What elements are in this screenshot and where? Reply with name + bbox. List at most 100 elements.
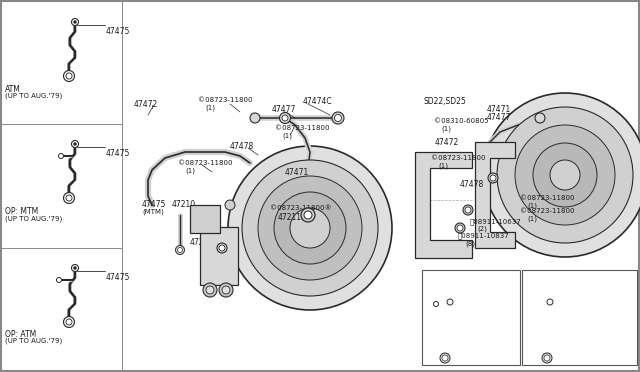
Text: MTM: MTM: [424, 272, 442, 281]
Circle shape: [282, 115, 288, 121]
Circle shape: [203, 283, 217, 297]
Text: ©08723-11800: ©08723-11800: [520, 208, 575, 214]
Circle shape: [225, 200, 235, 210]
Circle shape: [72, 19, 79, 26]
Text: 47471: 47471: [487, 105, 511, 114]
Text: (1): (1): [185, 167, 195, 173]
Text: 47478: 47478: [460, 180, 484, 189]
Circle shape: [66, 195, 72, 201]
Text: 47475A: 47475A: [524, 292, 554, 301]
Text: 47240: 47240: [190, 238, 214, 247]
Circle shape: [217, 243, 227, 253]
Circle shape: [74, 142, 77, 145]
Circle shape: [222, 286, 230, 294]
Text: 47475: 47475: [464, 342, 488, 351]
Circle shape: [433, 301, 438, 307]
Text: (MTM): (MTM): [142, 208, 164, 215]
Text: (UP TO AUG.'79): (UP TO AUG.'79): [5, 215, 62, 221]
Circle shape: [242, 160, 378, 296]
Text: OP: MTM: OP: MTM: [5, 207, 38, 216]
Text: 47475: 47475: [106, 27, 131, 36]
Circle shape: [63, 317, 74, 327]
Circle shape: [74, 20, 77, 23]
Text: 47472: 47472: [134, 100, 158, 109]
Text: 47478: 47478: [230, 142, 254, 151]
Circle shape: [58, 154, 63, 158]
Text: ©08723-11800: ©08723-11800: [178, 160, 232, 166]
Circle shape: [250, 113, 260, 123]
Text: ⓝ08911-10637: ⓝ08911-10637: [470, 218, 522, 225]
Circle shape: [63, 71, 74, 81]
Circle shape: [74, 266, 77, 269]
Text: 47475A: 47475A: [424, 292, 454, 301]
Circle shape: [465, 207, 471, 213]
Circle shape: [332, 112, 344, 124]
Circle shape: [442, 355, 448, 361]
Text: (1): (1): [527, 215, 537, 221]
Text: (1): (1): [205, 104, 215, 110]
Circle shape: [258, 176, 362, 280]
Circle shape: [535, 113, 545, 123]
Circle shape: [515, 125, 615, 225]
Circle shape: [290, 208, 330, 248]
Text: ©08723-11800: ©08723-11800: [198, 97, 253, 103]
Circle shape: [440, 353, 450, 363]
Text: ATM: ATM: [5, 85, 21, 94]
Text: (8): (8): [465, 240, 475, 247]
Text: ATM: ATM: [524, 272, 540, 281]
Text: ©08310-60805: ©08310-60805: [434, 118, 488, 124]
Text: 47475: 47475: [577, 342, 602, 351]
Bar: [190, 205, 220, 233]
Text: (UP TO AUG.'79): (UP TO AUG.'79): [5, 92, 62, 99]
Text: SD22,SD25: SD22,SD25: [424, 97, 467, 106]
Circle shape: [542, 353, 552, 363]
Text: (1): (1): [527, 202, 537, 208]
Circle shape: [547, 299, 553, 305]
Text: 47472: 47472: [435, 138, 460, 147]
Text: 47474C: 47474C: [303, 97, 333, 106]
Circle shape: [280, 112, 291, 124]
Circle shape: [175, 246, 184, 254]
Text: ©08723-11800: ©08723-11800: [520, 195, 575, 201]
Circle shape: [219, 283, 233, 297]
Circle shape: [488, 173, 498, 183]
Circle shape: [72, 264, 79, 272]
Circle shape: [335, 115, 342, 122]
Text: (FROM SEP.'79): (FROM SEP.'79): [424, 280, 477, 286]
Text: A: 70A0 2: A: 70A0 2: [545, 360, 579, 366]
Bar: [422, 270, 520, 365]
Circle shape: [455, 223, 465, 233]
Circle shape: [301, 208, 315, 222]
Text: (FROM SEP.'79): (FROM SEP.'79): [524, 280, 577, 286]
Text: 47477: 47477: [487, 113, 511, 122]
Circle shape: [228, 146, 392, 310]
Text: (2): (2): [477, 225, 487, 231]
Text: 47471: 47471: [285, 168, 309, 177]
Circle shape: [490, 175, 496, 181]
Text: (1): (1): [438, 162, 448, 169]
Text: 47475: 47475: [106, 273, 131, 282]
Bar: [522, 270, 637, 365]
Bar: [200, 227, 238, 285]
Circle shape: [177, 247, 182, 253]
Text: 47477: 47477: [272, 105, 296, 114]
Text: 47211M: 47211M: [278, 213, 308, 222]
Text: ⓝ08911-10837: ⓝ08911-10837: [458, 232, 509, 238]
Circle shape: [483, 93, 640, 257]
Circle shape: [219, 245, 225, 251]
Circle shape: [63, 192, 74, 203]
Text: (1): (1): [282, 132, 292, 138]
Circle shape: [544, 355, 550, 361]
Circle shape: [206, 286, 214, 294]
Circle shape: [533, 143, 597, 207]
Polygon shape: [415, 152, 472, 258]
Circle shape: [304, 211, 312, 219]
Text: (1): (1): [441, 125, 451, 131]
Circle shape: [497, 107, 633, 243]
Text: 47475: 47475: [106, 149, 131, 158]
Circle shape: [447, 299, 453, 305]
Text: ©08723-11800®: ©08723-11800®: [270, 205, 332, 211]
Circle shape: [56, 278, 61, 282]
Circle shape: [457, 225, 463, 231]
Text: ©08723-11800: ©08723-11800: [275, 125, 330, 131]
